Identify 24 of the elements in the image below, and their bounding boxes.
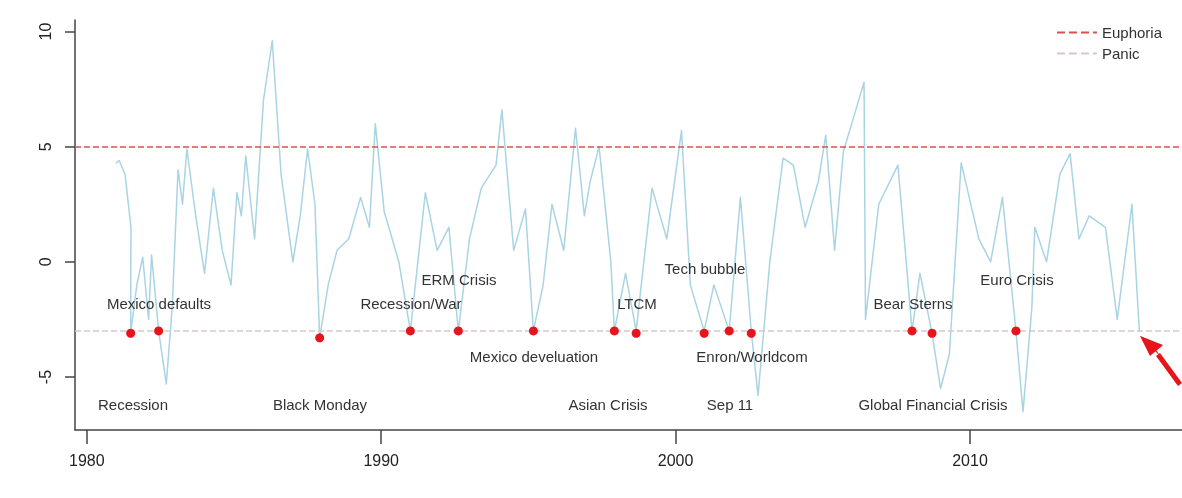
annotation: Global Financial Crisis: [858, 395, 1008, 413]
annotation: Black Monday: [272, 395, 368, 413]
x-tick-label: 1990: [363, 451, 400, 469]
annotation: Euro Crisis: [980, 270, 1054, 288]
y-tick-label: -5: [36, 369, 54, 385]
x-tick-label: 2010: [952, 451, 988, 469]
legend-label: Panic: [1101, 45, 1140, 62]
annotation: Enron/Worldcom: [696, 347, 808, 365]
annotation: LTCM: [617, 294, 657, 312]
x-tick-label: 1980: [68, 451, 105, 469]
annotation: Recession: [97, 395, 169, 413]
y-tick-label: 0: [36, 257, 54, 267]
annotation: Asian Crisis: [568, 395, 648, 413]
annotation: Recession/War: [360, 294, 462, 312]
legend-label: Euphoria: [1101, 24, 1163, 41]
annotation: ERM Crisis: [421, 270, 497, 288]
annotation: Bear Sterns: [873, 294, 953, 312]
y-tick-label: 5: [36, 142, 54, 152]
annotation: Sep 11: [706, 395, 754, 413]
annotation: Tech bubble: [664, 259, 746, 277]
y-tick-label: 10: [36, 22, 54, 41]
annotation: Mexico develuation: [469, 347, 599, 365]
annotation: Mexico defaults: [106, 294, 212, 312]
x-tick-label: 2000: [657, 451, 694, 469]
